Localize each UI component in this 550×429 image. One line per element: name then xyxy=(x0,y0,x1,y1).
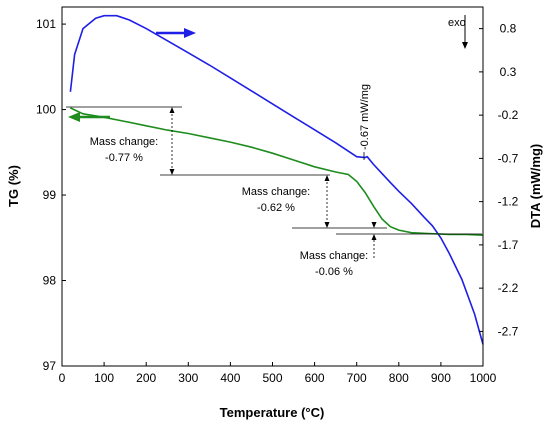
x-tick-label: 200 xyxy=(136,371,156,385)
y-right-tick-label: -2.2 xyxy=(498,281,519,295)
y-right-tick-label: 0.8 xyxy=(500,22,517,36)
tg-axis-arrowhead xyxy=(68,112,80,122)
mass-change-2-dim-top xyxy=(324,175,330,181)
y-right-tick-label: -0.2 xyxy=(498,108,519,122)
y-right-axis-title: DTA (mW/mg) xyxy=(528,144,543,228)
mass-change-1-label: Mass change: xyxy=(90,136,158,148)
mass-change-1-dim-top xyxy=(169,107,175,113)
y-left-axis-title: TG (%) xyxy=(6,165,21,207)
y-left-tick-label: 101 xyxy=(36,17,56,31)
x-tick-label: 900 xyxy=(431,371,451,385)
mass-change-2-value: -0.62 % xyxy=(257,202,295,214)
dta-axis-arrowhead xyxy=(184,28,196,38)
mass-change-2-dim-bottom xyxy=(324,222,330,228)
y-right-tick-label: -0.7 xyxy=(498,151,519,165)
y-left-tick-label: 98 xyxy=(43,274,57,288)
x-tick-label: 100 xyxy=(94,371,114,385)
mass-change-1-dim-bottom xyxy=(169,169,175,175)
y-right-tick-label: -2.7 xyxy=(498,324,519,338)
y-right-tick-label: -1.7 xyxy=(498,238,519,252)
x-tick-label: 400 xyxy=(220,371,240,385)
x-tick-label: 600 xyxy=(305,371,325,385)
y-left-tick-label: 97 xyxy=(43,359,57,373)
y-right-tick-label: -1.2 xyxy=(498,195,519,209)
mass-change-2-label: Mass change: xyxy=(242,186,310,198)
mass-change-1-value: -0.77 % xyxy=(105,152,143,164)
x-tick-label: 0 xyxy=(59,371,66,385)
x-tick-label: 300 xyxy=(178,371,198,385)
exo-arrowhead xyxy=(462,42,468,49)
x-axis-title: Temperature (°C) xyxy=(220,405,325,420)
dta-curve xyxy=(69,14,484,345)
y-right-tick-label: 0.3 xyxy=(500,65,517,79)
mass-change-3-dim-bottom xyxy=(371,234,377,240)
mass-change-3-dim-top xyxy=(371,222,377,228)
x-tick-label: 700 xyxy=(347,371,367,385)
x-tick-label: 800 xyxy=(389,371,409,385)
tg-curve xyxy=(70,107,484,236)
x-tick-label: 1000 xyxy=(470,371,497,385)
mass-change-3-value: -0.06 % xyxy=(315,266,353,278)
dta-peak-label: -0.67 mW/mg xyxy=(359,84,371,150)
mass-change-3-label: Mass change: xyxy=(300,250,368,262)
y-left-tick-label: 100 xyxy=(36,103,56,117)
exo-label: exo xyxy=(448,17,466,29)
y-left-tick-label: 99 xyxy=(43,188,57,202)
x-tick-label: 500 xyxy=(262,371,282,385)
